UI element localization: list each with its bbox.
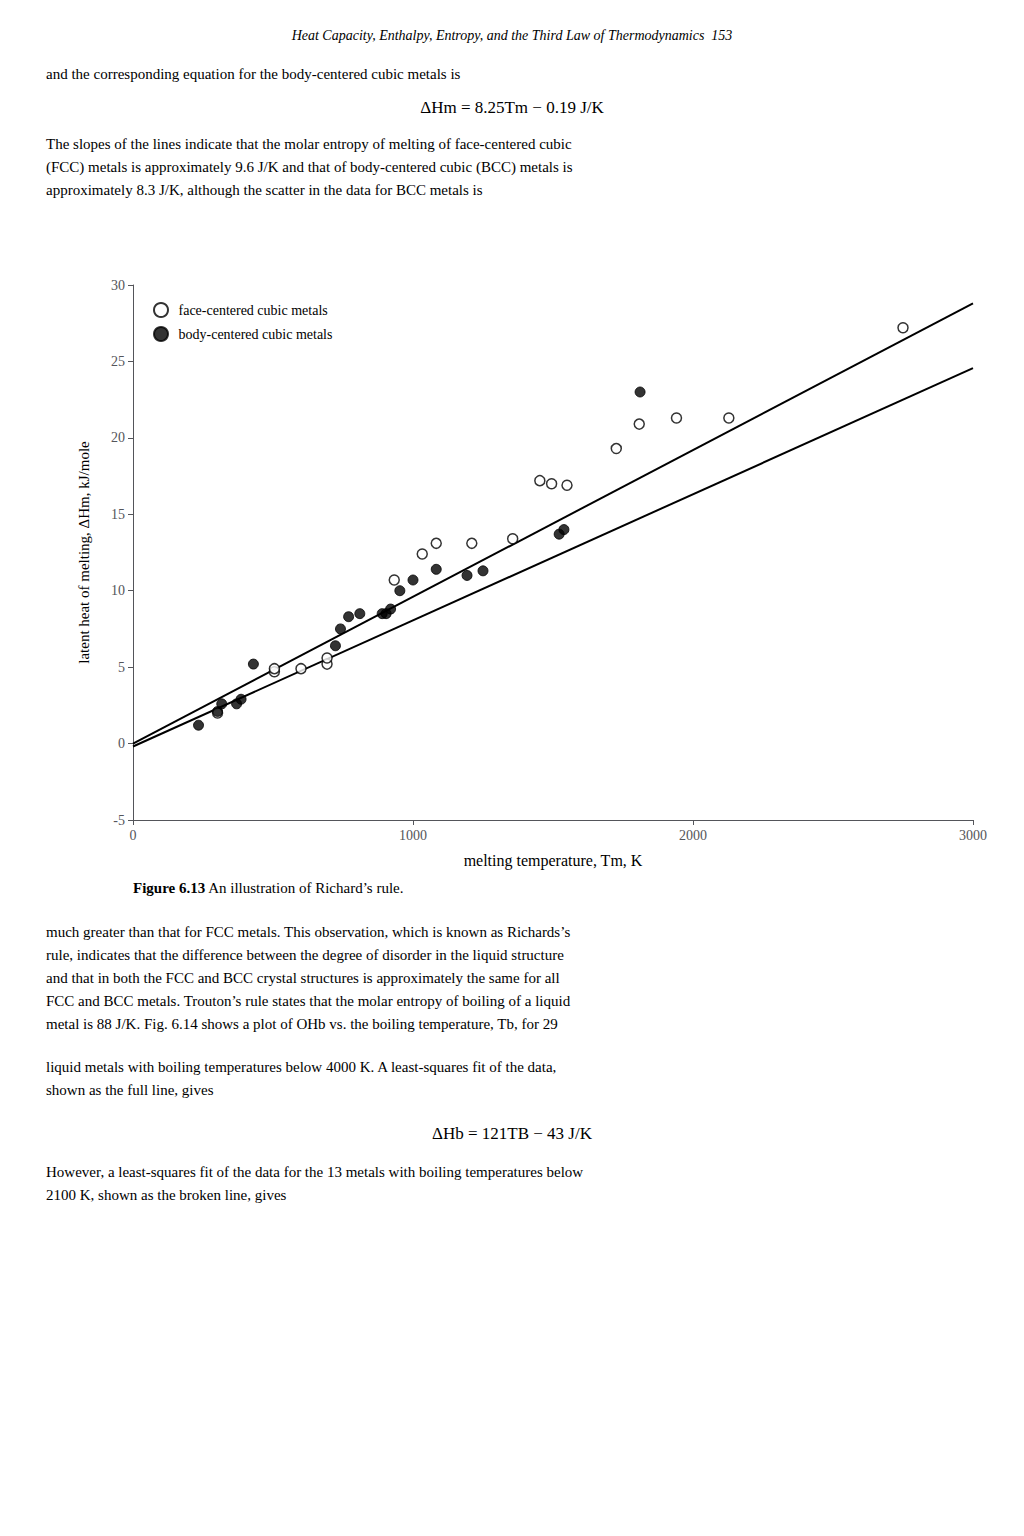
svg-text:However, a least-squares fit o: However, a least-squares fit of the data…	[46, 1164, 583, 1180]
svg-text:An illustration of Richard’s r: An illustration of Richard’s rule.	[205, 880, 403, 896]
svg-text:and the corresponding equation: and the corresponding equation for the b…	[46, 66, 461, 82]
svg-text:Heat Capacity, Enthalpy, Entro: Heat Capacity, Enthalpy, Entropy, and th…	[291, 28, 733, 43]
svg-text:latent heat of melting, ΔHm, k: latent heat of melting, ΔHm, kJ/mole	[76, 441, 92, 664]
svg-text:-5: -5	[113, 813, 125, 828]
svg-text:ΔHb = 121TB − 43 J/K: ΔHb = 121TB − 43 J/K	[432, 1124, 593, 1143]
svg-text:Figure 6.13: Figure 6.13	[133, 880, 205, 896]
svg-text:30: 30	[111, 278, 125, 293]
svg-text:and that in both the FCC and B: and that in both the FCC and BCC crystal…	[46, 970, 560, 986]
svg-text:5: 5	[118, 660, 125, 675]
svg-text:liquid metals with boiling tem: liquid metals with boiling temperatures …	[46, 1059, 556, 1075]
svg-text:25: 25	[111, 354, 125, 369]
svg-text:face-centered cubic metals: face-centered cubic metals	[179, 303, 328, 318]
svg-text:0: 0	[118, 736, 125, 751]
svg-text:FCC and BCC metals. Trouton’s: FCC and BCC metals. Trouton’s rule state…	[46, 993, 571, 1009]
svg-text:much greater than that for FCC: much greater than that for FCC metals. T…	[46, 924, 570, 940]
svg-text:(FCC) metals is approximately: (FCC) metals is approximately 9.6 J/K an…	[46, 159, 573, 176]
svg-text:shown as the full line, gives: shown as the full line, gives	[46, 1082, 214, 1098]
svg-text:body-centered cubic metals: body-centered cubic metals	[179, 327, 333, 342]
svg-text:20: 20	[111, 430, 125, 445]
svg-text:2000: 2000	[679, 828, 707, 843]
svg-text:1000: 1000	[399, 828, 427, 843]
svg-text:ΔHm = 8.25Tm − 0.19 J/K: ΔHm = 8.25Tm − 0.19 J/K	[420, 98, 604, 117]
svg-text:The slopes of the lines indica: The slopes of the lines indicate that th…	[46, 136, 572, 152]
svg-text:approximately 8.3 J/K, althoug: approximately 8.3 J/K, although the scat…	[46, 182, 483, 198]
svg-text:rule, indicates that the diffe: rule, indicates that the difference betw…	[46, 947, 564, 963]
svg-text:melting temperature, Tm, K: melting temperature, Tm, K	[464, 852, 643, 870]
svg-text:0: 0	[130, 828, 137, 843]
svg-text:3000: 3000	[959, 828, 987, 843]
svg-text:15: 15	[111, 507, 125, 522]
svg-text:metal is 88 J/K. Fig. 6.14 sho: metal is 88 J/K. Fig. 6.14 shows a plot …	[46, 1016, 558, 1032]
svg-text:10: 10	[111, 583, 125, 598]
svg-text:2100 K, shown as the broken li: 2100 K, shown as the broken line, gives	[46, 1187, 287, 1203]
